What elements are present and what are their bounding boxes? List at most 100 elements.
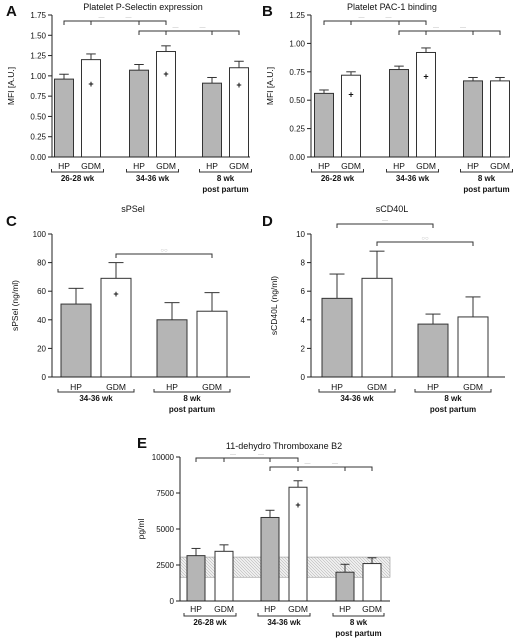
y-tick-label-c-1: 20 xyxy=(37,344,46,353)
panel-letter-a: A xyxy=(6,3,17,20)
significance-label-a-2: — xyxy=(126,15,132,21)
bar-b-5 xyxy=(490,80,510,158)
reference-range-band xyxy=(179,556,391,578)
significance-label-b-3: — xyxy=(460,25,466,31)
category-label-b-4: HP xyxy=(467,161,479,171)
panel-letter-d: D xyxy=(262,213,273,230)
bar-b-3 xyxy=(416,51,436,158)
category-label-b-3: GDM xyxy=(416,161,436,171)
group-label-a-2-line2: post partum xyxy=(202,185,248,194)
significance-bracket-b-2 xyxy=(350,20,427,25)
y-tick-label-c-3: 60 xyxy=(37,287,46,296)
y-tick-label-c-5: 100 xyxy=(33,230,47,239)
significance-label-c-0: ○○ xyxy=(160,248,168,254)
bar-e-5 xyxy=(362,563,382,602)
significance-label-b-2: — xyxy=(386,15,392,21)
panel-letter-c: C xyxy=(6,213,17,230)
group-label-a-0: 26-28 wk xyxy=(61,174,95,183)
panel-letter-b: B xyxy=(262,3,273,20)
significance-label-b-0: — xyxy=(359,15,365,21)
median-marker-e-3: + xyxy=(295,500,300,510)
bar-d-3 xyxy=(457,316,489,378)
category-label-d-0: HP xyxy=(331,382,343,392)
group-bracket-b-1 xyxy=(386,169,439,173)
y-tick-label-b-5: 1.25 xyxy=(289,11,305,20)
bar-d-2 xyxy=(417,323,449,378)
y-tick-label-e-4: 10000 xyxy=(152,453,175,462)
category-label-b-0: HP xyxy=(318,161,330,171)
significance-label-e-0: — xyxy=(230,452,236,458)
group-label-d-1: 8 wk xyxy=(444,394,462,403)
bar-b-4 xyxy=(463,80,483,158)
group-bracket-a-1 xyxy=(126,169,179,173)
y-tick-label-d-1: 2 xyxy=(301,344,306,353)
significance-bracket-b-3 xyxy=(425,30,501,35)
group-label-b-0: 26-28 wk xyxy=(321,174,355,183)
y-tick-label-b-4: 1.00 xyxy=(289,39,305,48)
category-label-c-3: GDM xyxy=(202,382,222,392)
group-bracket-e-0 xyxy=(183,613,237,617)
significance-bracket-a-3 xyxy=(165,30,240,35)
y-tick-label-b-1: 0.25 xyxy=(289,125,305,134)
group-bracket-d-0 xyxy=(318,389,396,393)
significance-label-a-3: — xyxy=(200,25,206,31)
significance-label-e-2: — xyxy=(258,452,264,458)
bar-a-3 xyxy=(156,51,176,158)
category-label-b-5: GDM xyxy=(490,161,510,171)
bar-e-2 xyxy=(260,516,280,602)
median-marker-b-3: + xyxy=(423,71,428,81)
category-label-d-1: GDM xyxy=(367,382,387,392)
group-label-b-2: 8 wk xyxy=(478,174,496,183)
chart-title-a: Platelet P-Selectin expression xyxy=(83,2,203,12)
group-label-c-1-line2: post partum xyxy=(169,405,215,414)
category-label-a-5: GDM xyxy=(229,161,249,171)
y-tick-label-a-6: 1.50 xyxy=(30,31,46,40)
group-label-a-1: 34-36 wk xyxy=(136,174,170,183)
significance-bracket-a-2 xyxy=(90,20,167,25)
significance-bracket-d-0 xyxy=(336,223,434,228)
category-label-e-4: HP xyxy=(339,604,351,614)
bar-c-1 xyxy=(100,277,132,378)
category-label-a-3: GDM xyxy=(156,161,176,171)
category-label-e-0: HP xyxy=(190,604,202,614)
group-label-c-1: 8 wk xyxy=(183,394,201,403)
group-label-e-2: 8 wk xyxy=(350,618,368,627)
y-tick-label-d-3: 6 xyxy=(301,287,306,296)
median-marker-b-1: + xyxy=(348,90,353,100)
y-tick-label-d-0: 0 xyxy=(301,373,306,382)
y-axis-label-b: MFI [A.U.] xyxy=(265,67,275,105)
category-label-a-1: GDM xyxy=(81,161,101,171)
significance-bracket-e-3 xyxy=(297,466,373,471)
y-tick-label-d-5: 10 xyxy=(296,230,305,239)
category-label-c-0: HP xyxy=(70,382,82,392)
median-marker-c-1: + xyxy=(113,289,118,299)
y-tick-label-b-2: 0.50 xyxy=(289,96,305,105)
chart-title-c: sPSel xyxy=(121,204,145,214)
significance-bracket-b-0 xyxy=(323,20,400,25)
y-tick-label-a-2: 0.50 xyxy=(30,112,46,121)
group-label-b-2-line2: post partum xyxy=(463,185,509,194)
category-label-b-2: HP xyxy=(393,161,405,171)
y-tick-label-d-4: 8 xyxy=(301,259,306,268)
y-tick-label-e-1: 2500 xyxy=(156,561,174,570)
y-tick-label-a-5: 1.25 xyxy=(30,52,46,61)
y-tick-label-c-0: 0 xyxy=(42,373,47,382)
category-label-b-1: GDM xyxy=(341,161,361,171)
bar-a-1 xyxy=(81,59,101,158)
panel-letter-e: E xyxy=(137,435,147,452)
category-label-c-1: GDM xyxy=(106,382,126,392)
y-tick-label-e-3: 7500 xyxy=(156,489,174,498)
y-tick-label-b-3: 0.75 xyxy=(289,68,305,77)
y-tick-label-b-0: 0.00 xyxy=(289,153,305,162)
category-label-c-2: HP xyxy=(166,382,178,392)
y-axis-label-d: sCD40L (ng/ml) xyxy=(269,276,279,335)
bar-c-2 xyxy=(156,319,188,378)
group-label-b-1: 34-36 wk xyxy=(396,174,430,183)
y-tick-label-a-7: 1.75 xyxy=(30,11,46,20)
y-tick-label-d-2: 4 xyxy=(301,316,306,325)
category-label-a-2: HP xyxy=(133,161,145,171)
bar-c-0 xyxy=(60,303,92,378)
group-bracket-c-1 xyxy=(153,389,231,393)
significance-label-b-1: — xyxy=(433,25,439,31)
